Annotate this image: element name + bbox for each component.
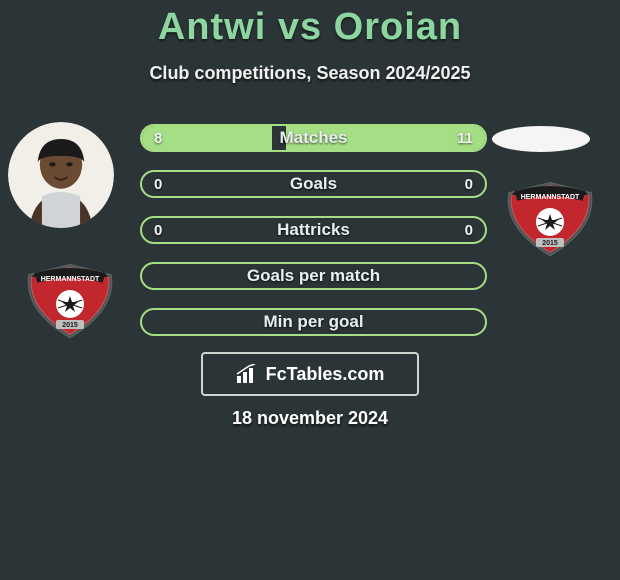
stat-row: Goals per match	[140, 262, 487, 290]
svg-text:HERMANNSTADT: HERMANNSTADT	[41, 276, 100, 283]
watermark-text: FcTables.com	[266, 364, 385, 385]
stat-label: Matches	[279, 128, 347, 148]
watermark-prefix: Fc	[266, 364, 287, 384]
player-right-club-badge: HERMANNSTADT 2015	[500, 178, 600, 258]
stat-label: Hattricks	[277, 220, 350, 240]
subtitle: Club competitions, Season 2024/2025	[0, 63, 620, 84]
bar-chart-icon	[236, 364, 260, 384]
stat-row: Min per goal	[140, 308, 487, 336]
stat-row: 0 0 Goals	[140, 170, 487, 198]
watermark-suffix: Tables.com	[287, 364, 385, 384]
stat-value-left: 0	[154, 222, 162, 239]
stat-label: Min per goal	[263, 312, 363, 332]
svg-text:HERMANNSTADT: HERMANNSTADT	[521, 194, 580, 201]
stat-label: Goals per match	[247, 266, 380, 286]
svg-text:2015: 2015	[542, 240, 558, 247]
stat-label: Goals	[290, 174, 337, 194]
date-label: 18 november 2024	[0, 408, 620, 429]
player-left-club-badge: HERMANNSTADT 2015	[20, 260, 120, 340]
player-left-avatar	[8, 122, 114, 228]
stat-value-right: 0	[465, 222, 473, 239]
stat-row: 0 0 Hattricks	[140, 216, 487, 244]
svg-text:2015: 2015	[62, 322, 78, 329]
stat-value-left: 8	[154, 130, 162, 147]
stat-row: 8 11 Matches	[140, 124, 487, 152]
stat-value-right: 0	[465, 176, 473, 193]
page-title: Antwi vs Oroian	[0, 0, 620, 49]
player-right-avatar	[492, 126, 590, 152]
person-silhouette-icon	[8, 122, 114, 228]
stat-value-right: 11	[457, 130, 473, 147]
stat-value-left: 0	[154, 176, 162, 193]
watermark: FcTables.com	[201, 352, 419, 396]
stats-panel: 8 11 Matches 0 0 Goals 0 0 Hattricks Goals per ma…	[140, 124, 487, 336]
